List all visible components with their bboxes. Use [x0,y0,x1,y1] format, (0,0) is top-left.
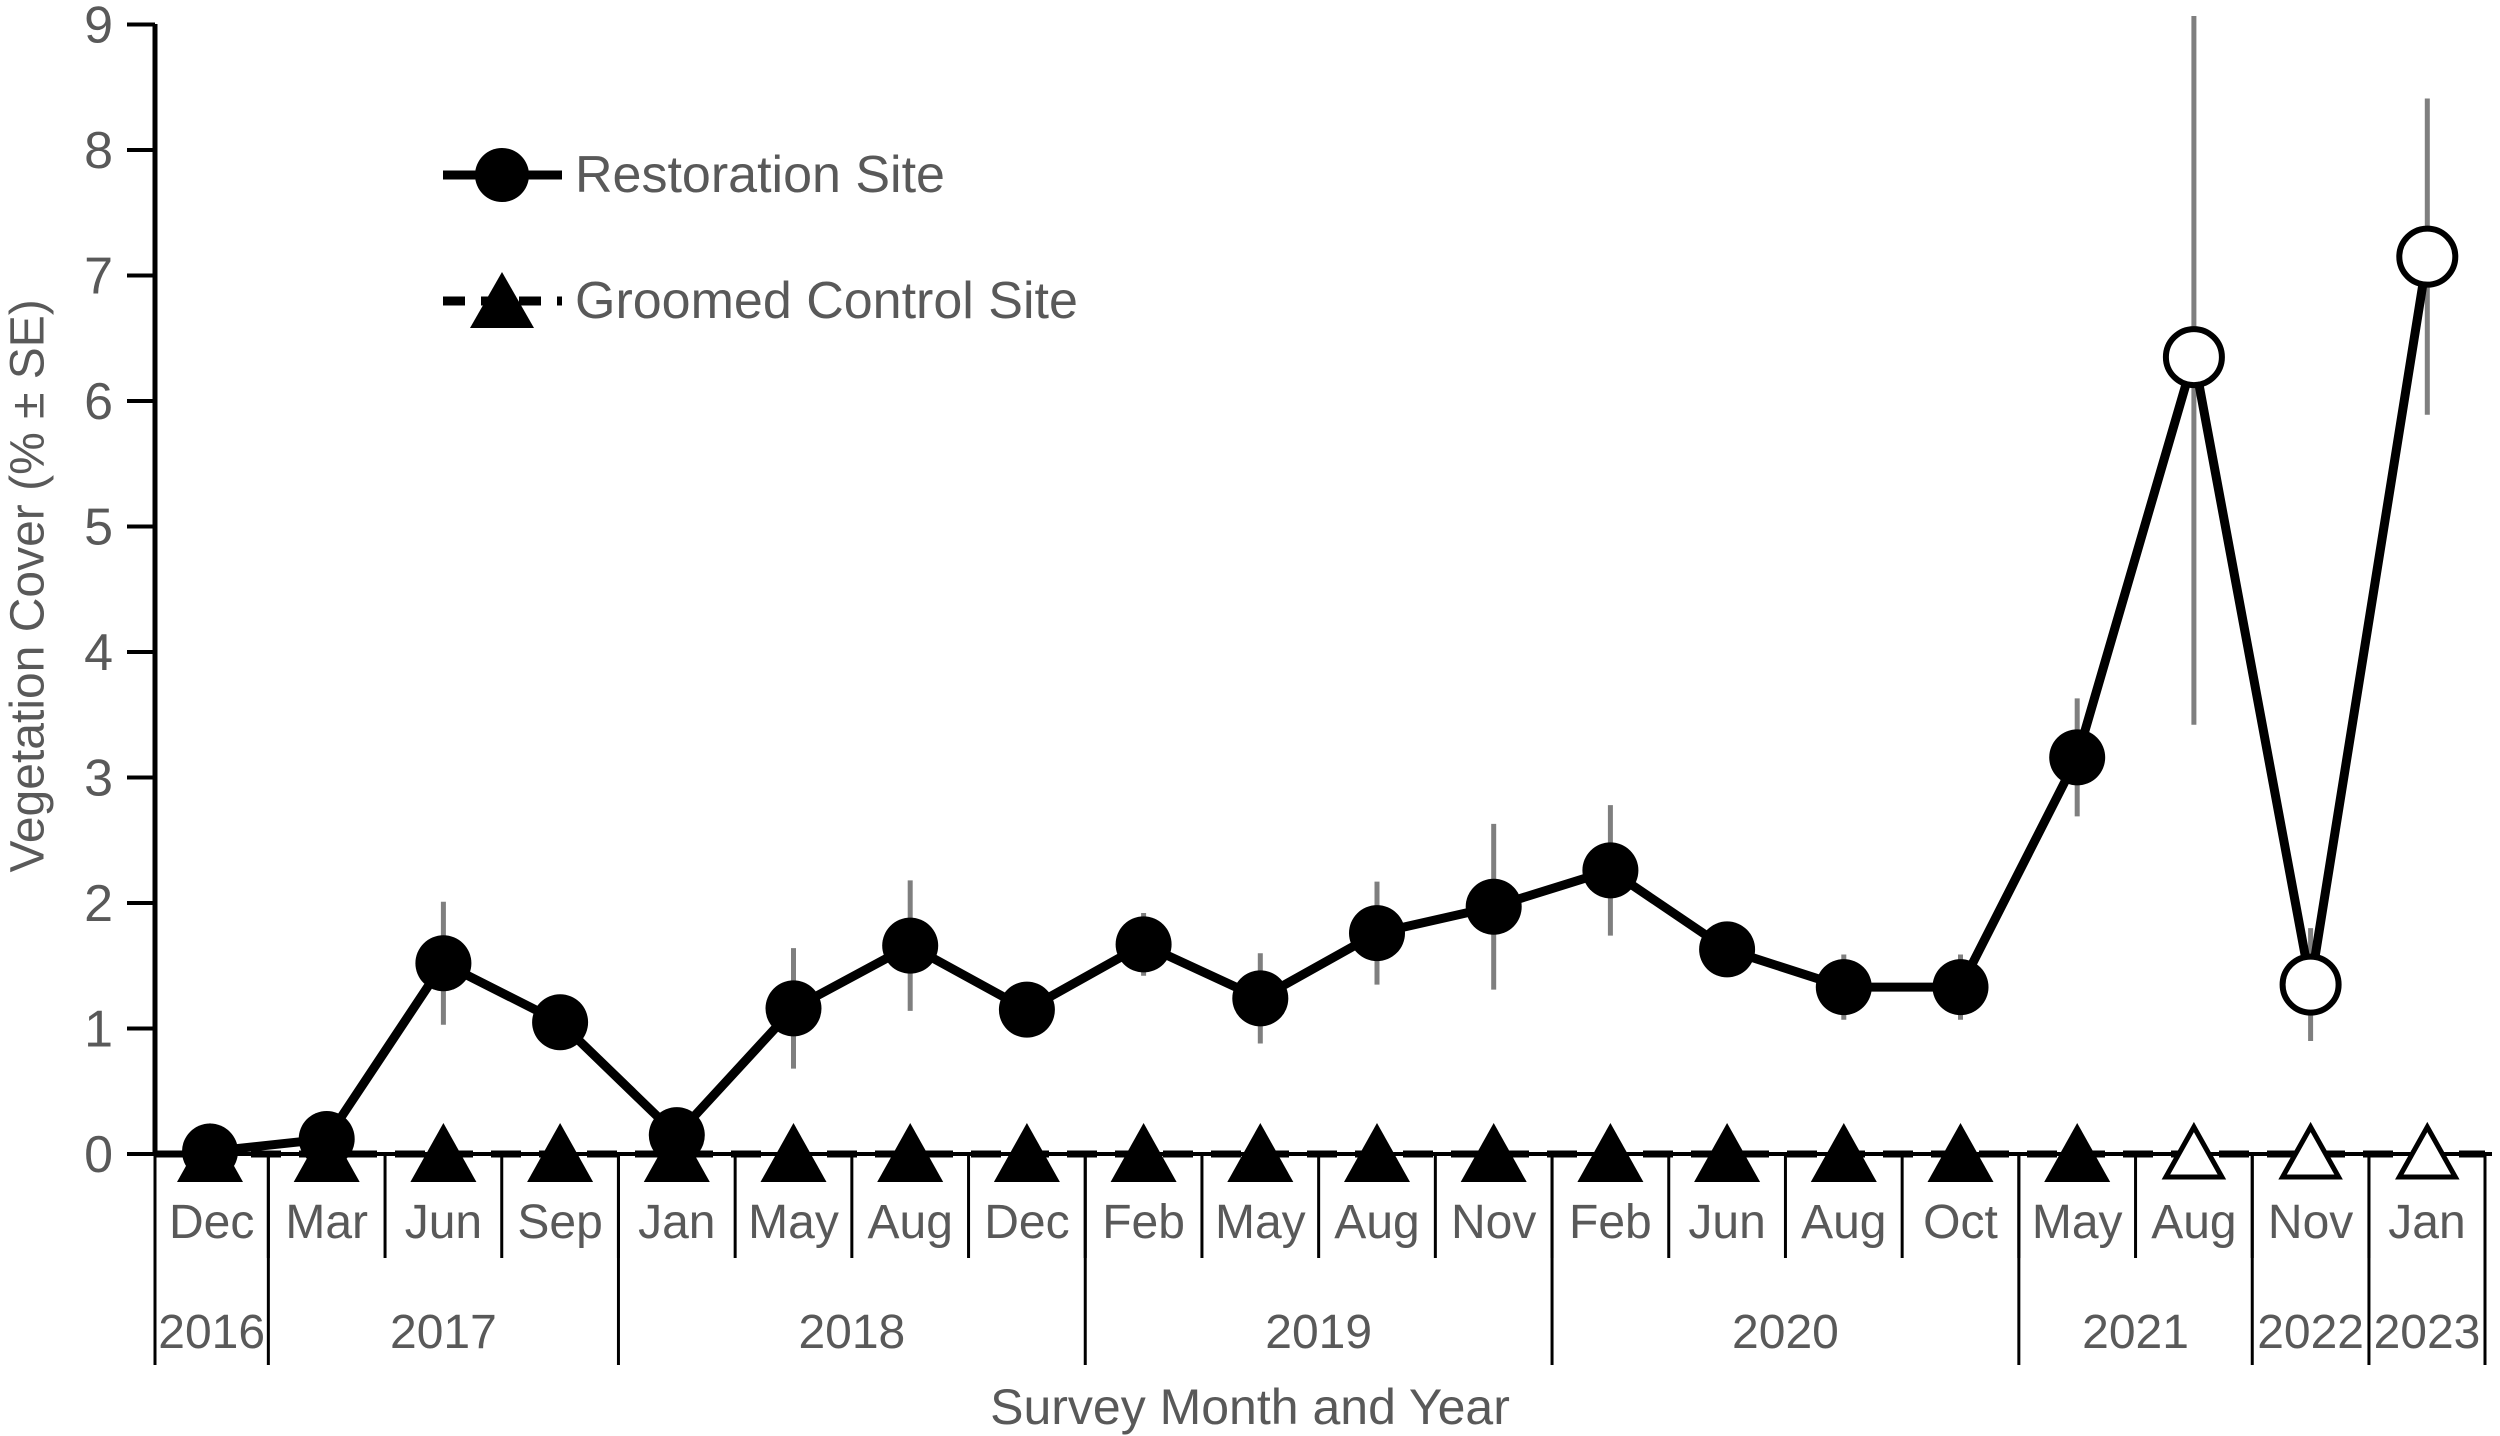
restoration-marker [648,1107,705,1164]
month-label: May [2032,1196,2123,1249]
month-label: Oct [1923,1196,1998,1249]
control-marker-open [2278,1121,2343,1180]
control-marker [993,1123,1060,1182]
month-labels: Dec Mar Jun Sep Jan May Aug Dec Feb May Aug Nov Feb J… [169,1196,2466,1249]
control-marker [410,1123,477,1182]
restoration-marker [1115,916,1172,973]
year-label: 2021 [2082,1306,2189,1359]
restoration-marker [182,1123,238,1180]
control-marker [877,1123,944,1182]
y-tick-label: 1 [84,1001,113,1059]
month-label: Nov [1451,1196,1536,1249]
control-marker-open [2161,1121,2227,1180]
control-marker [1227,1123,1294,1182]
restoration-marker [1699,921,1756,978]
x-axis-title: Survey Month and Year [990,1379,1510,1435]
year-labels: 2016 2017 2018 2019 2020 2021 2022 2023 [158,1306,2480,1359]
month-label: Jan [2388,1196,2465,1249]
month-label: Jun [1688,1196,1765,1249]
year-label: 2017 [390,1306,497,1359]
y-tick-label: 2 [84,875,113,933]
restoration-marker [1232,970,1289,1027]
restoration-marker [1349,905,1405,962]
y-tick-label: 9 [84,0,113,55]
restoration-marker [765,980,822,1037]
month-label: May [748,1196,839,1249]
legend-label-restoration: Restoration Site [575,146,945,204]
x-axis-separators [153,1154,2487,1365]
month-label: Nov [2268,1196,2353,1249]
month-label: Jun [405,1196,482,1249]
control-marker [1460,1123,1527,1182]
month-label: Dec [984,1196,1069,1249]
month-label: May [1215,1196,1306,1249]
control-marker [1927,1123,1994,1182]
control-marker [1110,1123,1177,1182]
control-marker [1344,1123,1410,1182]
y-tick-label: 3 [84,750,113,808]
year-label: 2020 [1732,1306,1839,1359]
y-tick-label: 4 [84,624,113,682]
control-marker [1810,1123,1877,1182]
month-label: Feb [1569,1196,1652,1249]
restoration-marker [298,1110,355,1167]
year-label: 2018 [798,1306,905,1359]
legend-item-control: Groomed Control Site [440,266,1078,336]
control-site-markers [177,1121,2460,1182]
restoration-marker [1815,959,1872,1016]
y-tick-label: 8 [84,122,113,180]
restoration-marker [415,935,472,992]
restoration-site-markers [182,225,2459,1180]
restoration-marker [882,917,939,974]
control-marker [1577,1123,1644,1182]
y-axis-title: Vegetation Cover (% ± SE) [1,299,55,873]
control-marker-sample [443,272,562,328]
y-tick-label: 6 [84,373,113,431]
month-label: Sep [517,1196,602,1249]
control-marker [1694,1123,1761,1182]
restoration-marker-open [2279,953,2342,1016]
restoration-marker [532,994,589,1051]
restoration-marker [1582,842,1639,899]
year-label: 2023 [2374,1306,2481,1359]
restoration-marker [998,981,1055,1038]
restoration-marker [1465,878,1522,935]
legend-item-restoration: Restoration Site [440,140,1078,210]
month-label: Aug [867,1196,952,1249]
year-label: 2019 [1265,1306,1372,1359]
year-label: 2022 [2257,1306,2364,1359]
year-label: 2016 [158,1306,265,1359]
restoration-marker-open [2162,326,2225,389]
legend-label-control: Groomed Control Site [575,272,1078,330]
month-label: Aug [1801,1196,1886,1249]
control-marker [527,1123,594,1182]
control-marker-open [2395,1121,2460,1180]
month-label: Jan [638,1196,715,1249]
restoration-marker-open [2396,225,2459,288]
restoration-marker-sample [443,148,562,202]
control-marker [2044,1123,2111,1182]
y-tick-label: 7 [84,248,113,306]
month-label: Mar [285,1196,368,1249]
restoration-marker [1932,959,1989,1016]
y-tick-label: 5 [84,499,113,557]
restoration-marker [2049,729,2106,786]
month-label: Aug [2151,1196,2236,1249]
month-label: Feb [1102,1196,1185,1249]
month-label: Dec [169,1196,254,1249]
control-marker [760,1123,827,1182]
y-axis-ticks: 0 1 2 3 4 5 6 7 8 9 [84,0,155,1184]
legend: Restoration Site Groomed Control Site [440,140,1078,392]
y-tick-label: 0 [84,1126,113,1184]
month-label: Aug [1334,1196,1419,1249]
